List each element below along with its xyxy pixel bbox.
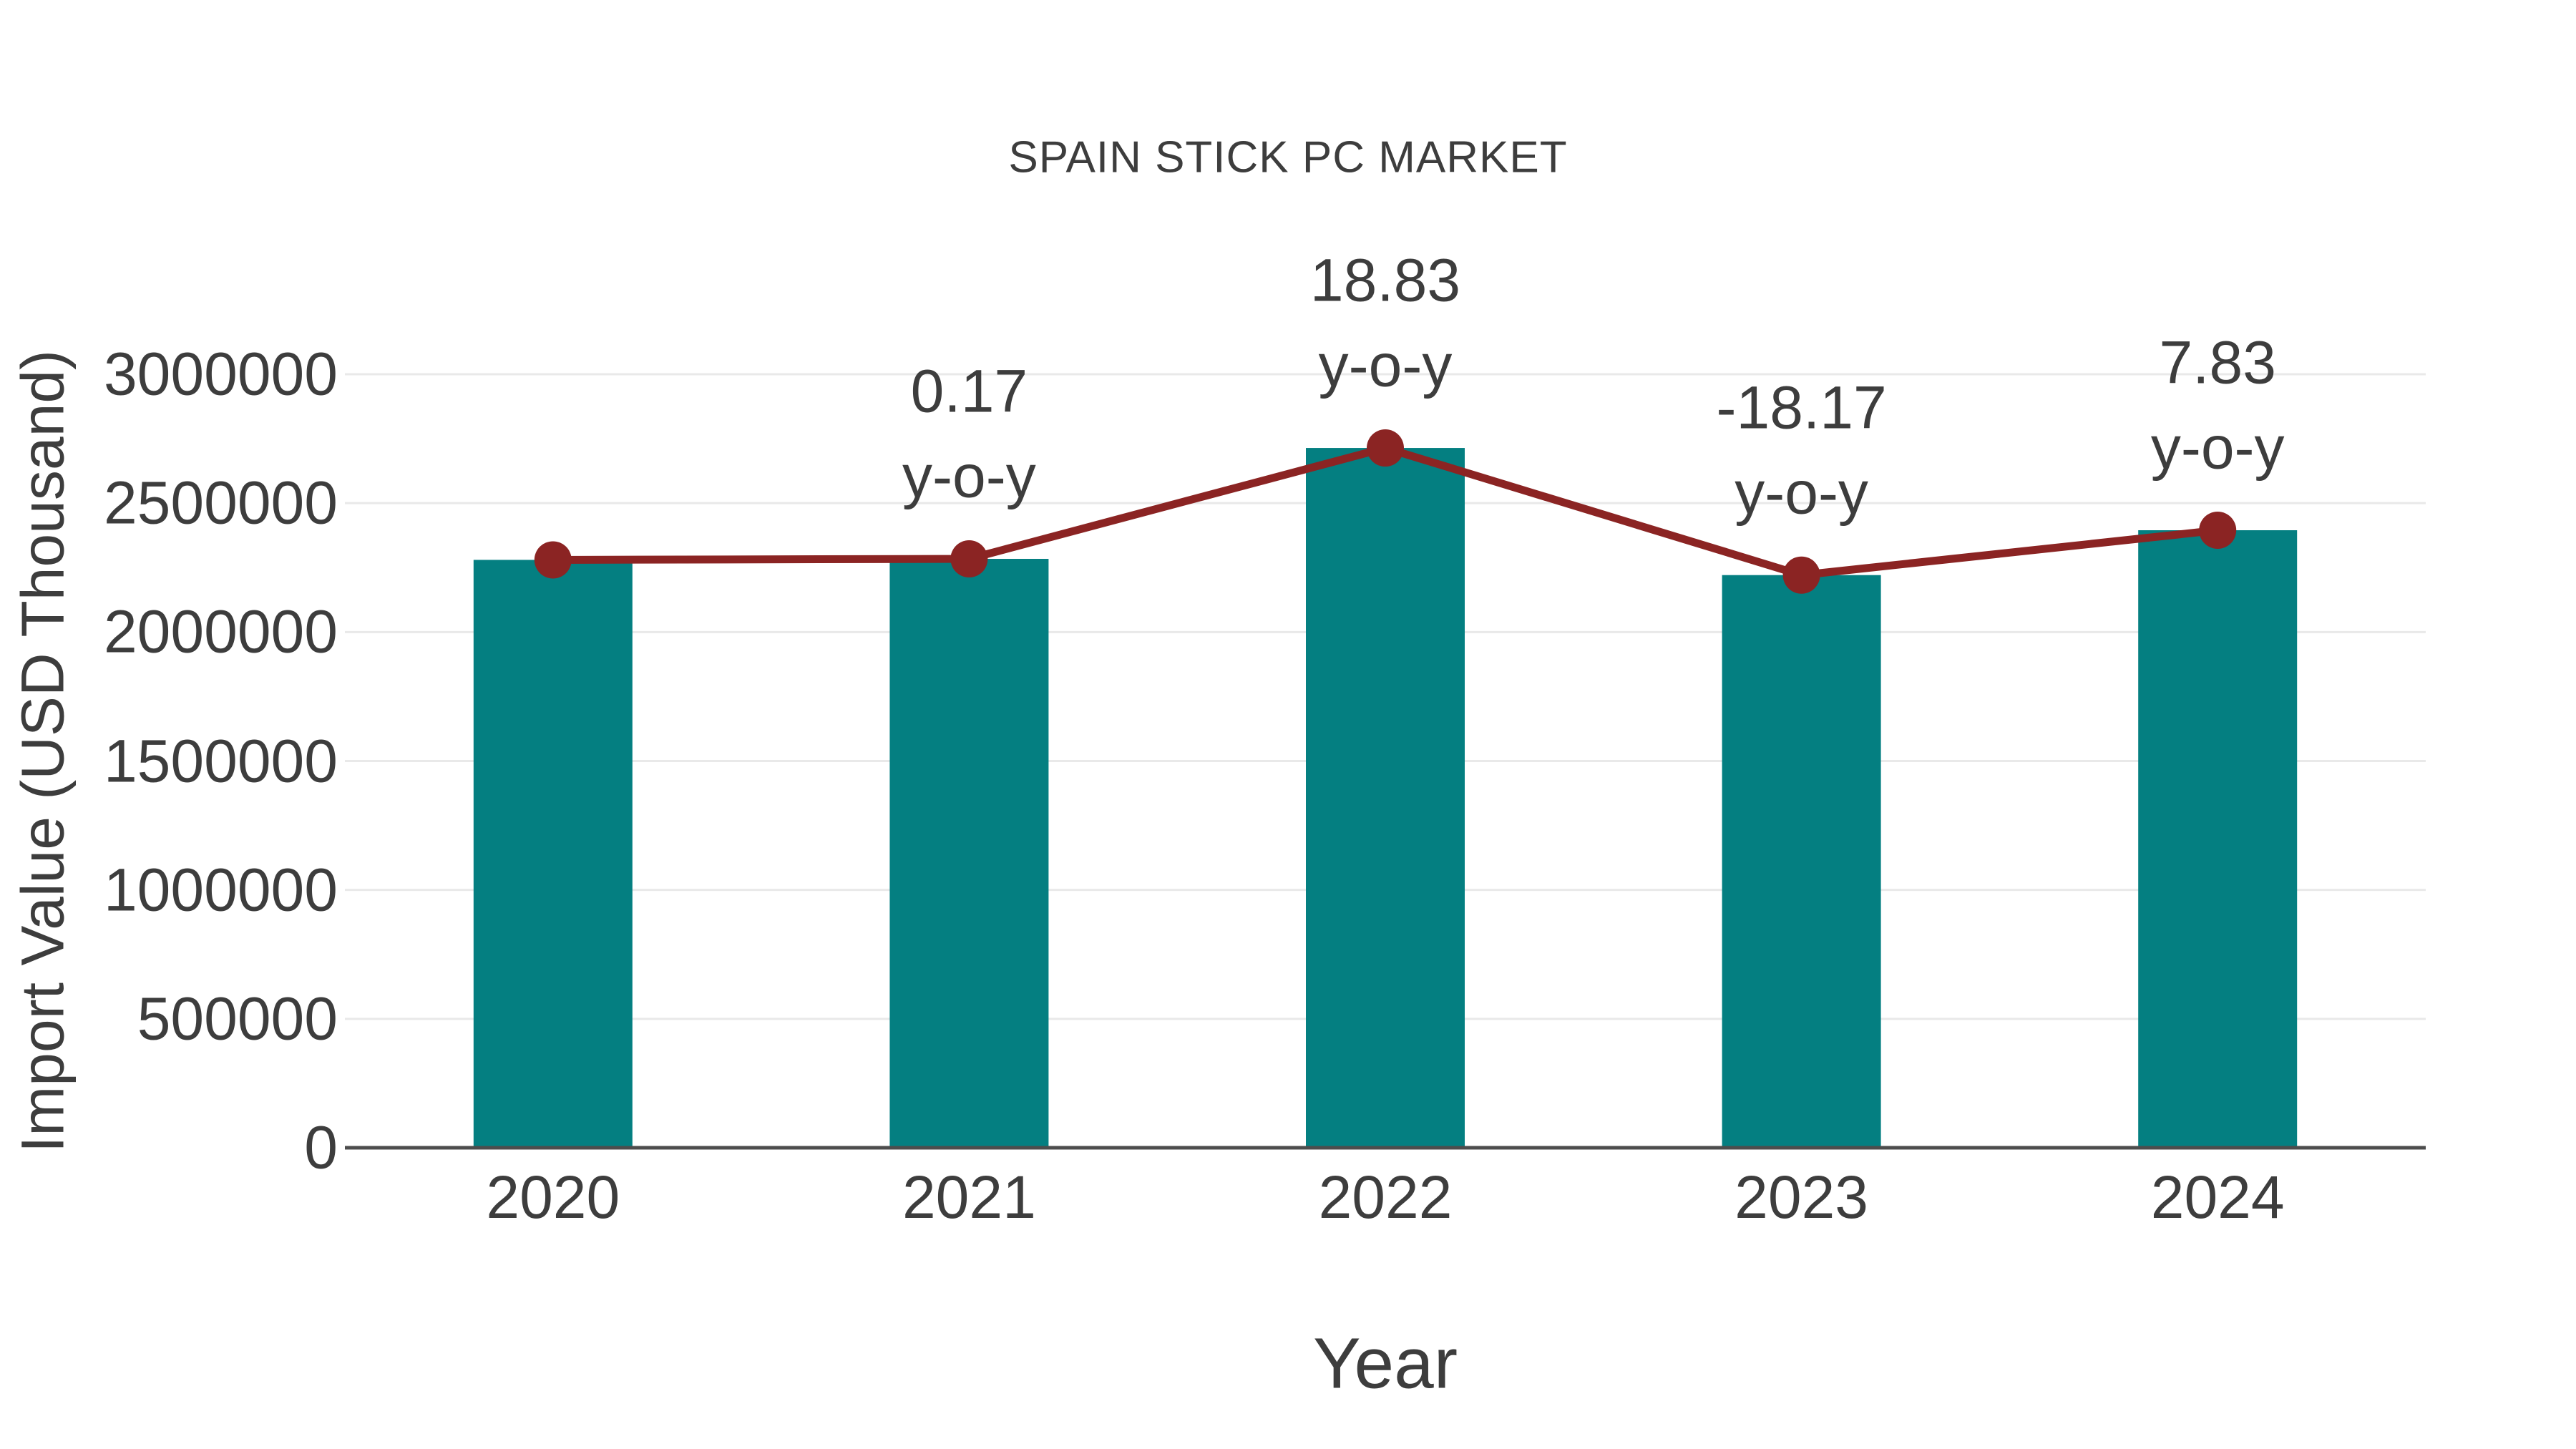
annotation-suffix-2021: y-o-y [902,442,1036,510]
y-tick-label-500000: 500000 [137,985,338,1053]
x-tick-label-2020: 2020 [486,1163,620,1231]
y-tick-label-0: 0 [304,1113,338,1181]
line-marker-2020 [534,541,572,579]
y-tick-label-1500000: 1500000 [103,727,338,794]
bar-2020 [473,560,633,1148]
y-tick-label-2000000: 2000000 [103,597,338,665]
bar-2023 [1722,575,1881,1148]
x-tick-label-2024: 2024 [2150,1163,2285,1231]
annotation-suffix-2022: y-o-y [1318,331,1453,399]
x-tick-label-2023: 2023 [1735,1163,1869,1231]
y-tick-label-3000000: 3000000 [103,340,338,408]
bar-2021 [889,558,1049,1148]
line-marker-2022 [1367,429,1404,467]
annotation-value-2021: 0.17 [910,357,1028,425]
line-marker-2024 [2199,512,2237,550]
y-tick-label-2500000: 2500000 [103,469,338,537]
annotation-value-2024: 7.83 [2159,328,2276,396]
line-marker-2023 [1782,556,1820,594]
annotation-value-2023: -18.17 [1716,374,1887,441]
x-tick-label-2022: 2022 [1318,1163,1453,1231]
bar-2022 [1306,448,1465,1148]
annotation-suffix-2024: y-o-y [2150,414,2285,482]
bar-2024 [2138,530,2298,1148]
y-axis-title: Import Value (USD Thousand) [9,349,77,1153]
y-tick-label-1000000: 1000000 [103,856,338,924]
x-axis-title: Year [1312,1323,1458,1404]
chart-title: SPAIN STICK PC MARKET [1008,132,1568,182]
line-marker-2021 [950,540,988,577]
annotation-suffix-2023: y-o-y [1735,459,1868,527]
x-tick-label-2021: 2021 [902,1163,1036,1231]
annotation-value-2022: 18.83 [1309,246,1461,314]
